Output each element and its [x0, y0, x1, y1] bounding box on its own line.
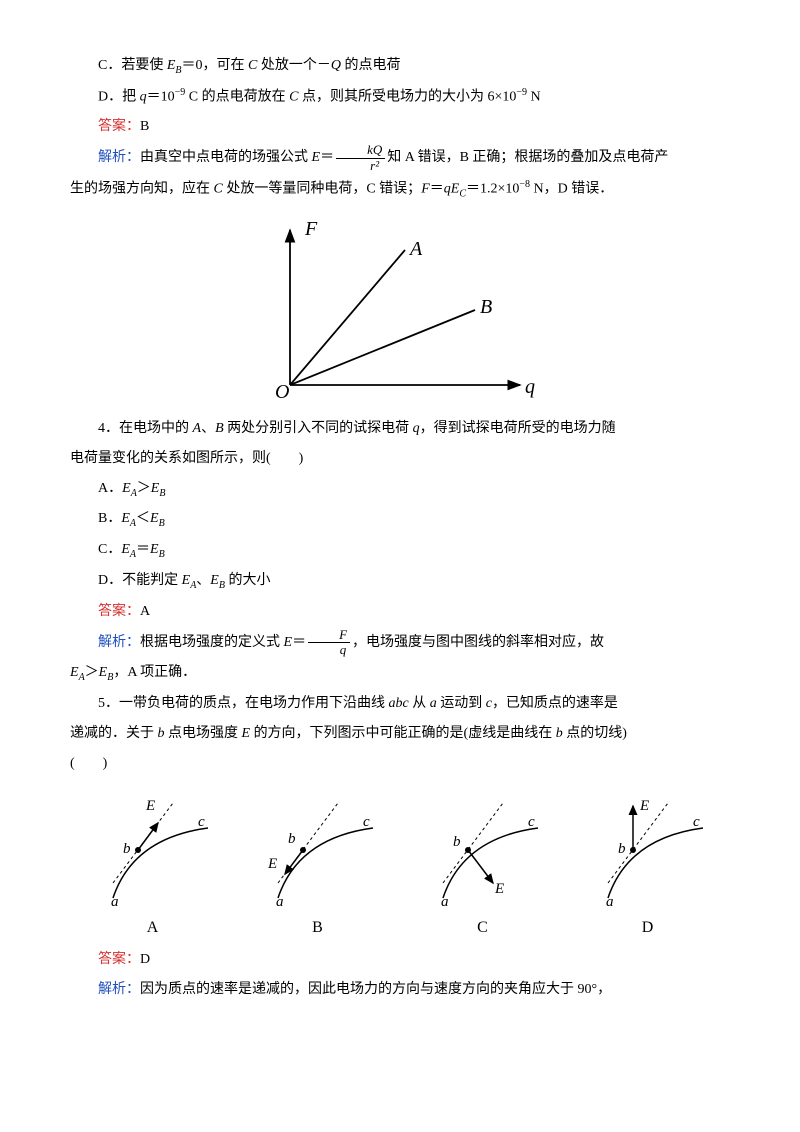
label-d: D — [565, 912, 730, 944]
svg-text:c: c — [363, 814, 370, 830]
q4-opt-b: B．EA＜EB — [70, 505, 730, 534]
origin-label: O — [275, 381, 289, 403]
diagram-d: E b c a D — [565, 788, 730, 944]
svg-text:b: b — [453, 834, 461, 850]
fq-graph: F q A B O — [70, 215, 730, 405]
q4-stem-cont: 电荷量变化的关系如图所示，则( ) — [70, 445, 730, 473]
q3-opt-c: C．若要使 EB＝0，可在 C 处放一个－Q 的点电荷 — [70, 52, 730, 81]
q5-explanation: 解析：因为质点的速率是递减的，因此电场力的方向与速度方向的夹角应大于 90°， — [70, 976, 730, 1004]
svg-text:a: a — [441, 894, 449, 908]
line-b-label: B — [480, 296, 492, 318]
svg-text:a: a — [606, 894, 614, 908]
q4-explanation: 解析：根据电场强度的定义式 E＝Fq，电场强度与图中图线的斜率相对应，故 — [70, 628, 730, 658]
q4-opt-a: A．EA＞EB — [70, 475, 730, 504]
diagram-a: E b c a A — [70, 788, 235, 944]
svg-text:a: a — [276, 894, 284, 908]
diagram-b: E b c a B — [235, 788, 400, 944]
line-a-label: A — [408, 238, 423, 260]
q4-stem: 4．在电场中的 A、B 两处分别引入不同的试探电荷 q，得到试探电荷所受的电场力… — [70, 415, 730, 443]
q3-explanation: 解析：由真空中点电荷的场强公式 E＝kQr²知 A 错误，B 正确；根据场的叠加… — [70, 143, 730, 173]
svg-text:E: E — [145, 798, 155, 814]
label-b: B — [235, 912, 400, 944]
q5-stem-2: 递减的．关于 b 点电场强度 E 的方向，下列图示中可能正确的是(虚线是曲线在 … — [70, 720, 730, 748]
svg-text:E: E — [639, 798, 649, 814]
q3-explanation-cont: 生的场强方向知，应在 C 处放一等量同种电荷，C 错误；F＝qEC＝1.2×10… — [70, 175, 730, 204]
svg-text:b: b — [618, 841, 626, 857]
q5-stem-3: ( ) — [70, 750, 730, 778]
q5-stem: 5．一带负电荷的质点，在电场力作用下沿曲线 abc 从 a 运动到 c，已知质点… — [70, 690, 730, 718]
svg-text:E: E — [267, 856, 277, 872]
q5-diagrams: E b c a A E b c a B E b — [70, 788, 730, 944]
label-a: A — [70, 912, 235, 944]
axis-f-label: F — [304, 218, 318, 240]
q5-answer: 答案：D — [70, 946, 730, 974]
q4-opt-c: C．EA＝EB — [70, 536, 730, 565]
svg-text:c: c — [198, 814, 205, 830]
svg-text:c: c — [693, 814, 700, 830]
q3-answer: 答案：B — [70, 113, 730, 141]
svg-text:b: b — [123, 841, 131, 857]
svg-text:a: a — [111, 894, 119, 908]
q3-opt-d: D．把 q＝10−9 C 的点电荷放在 C 点，则其所受电场力的大小为 6×10… — [70, 83, 730, 112]
svg-text:c: c — [528, 814, 535, 830]
svg-text:E: E — [494, 881, 504, 897]
svg-text:b: b — [288, 831, 296, 847]
q4-explanation-cont: EA＞EB，A 项正确． — [70, 659, 730, 688]
axis-q-label: q — [525, 376, 535, 398]
label-c: C — [400, 912, 565, 944]
q4-answer: 答案：A — [70, 598, 730, 626]
q4-opt-d: D．不能判定 EA、EB 的大小 — [70, 567, 730, 596]
diagram-c: E b c a C — [400, 788, 565, 944]
